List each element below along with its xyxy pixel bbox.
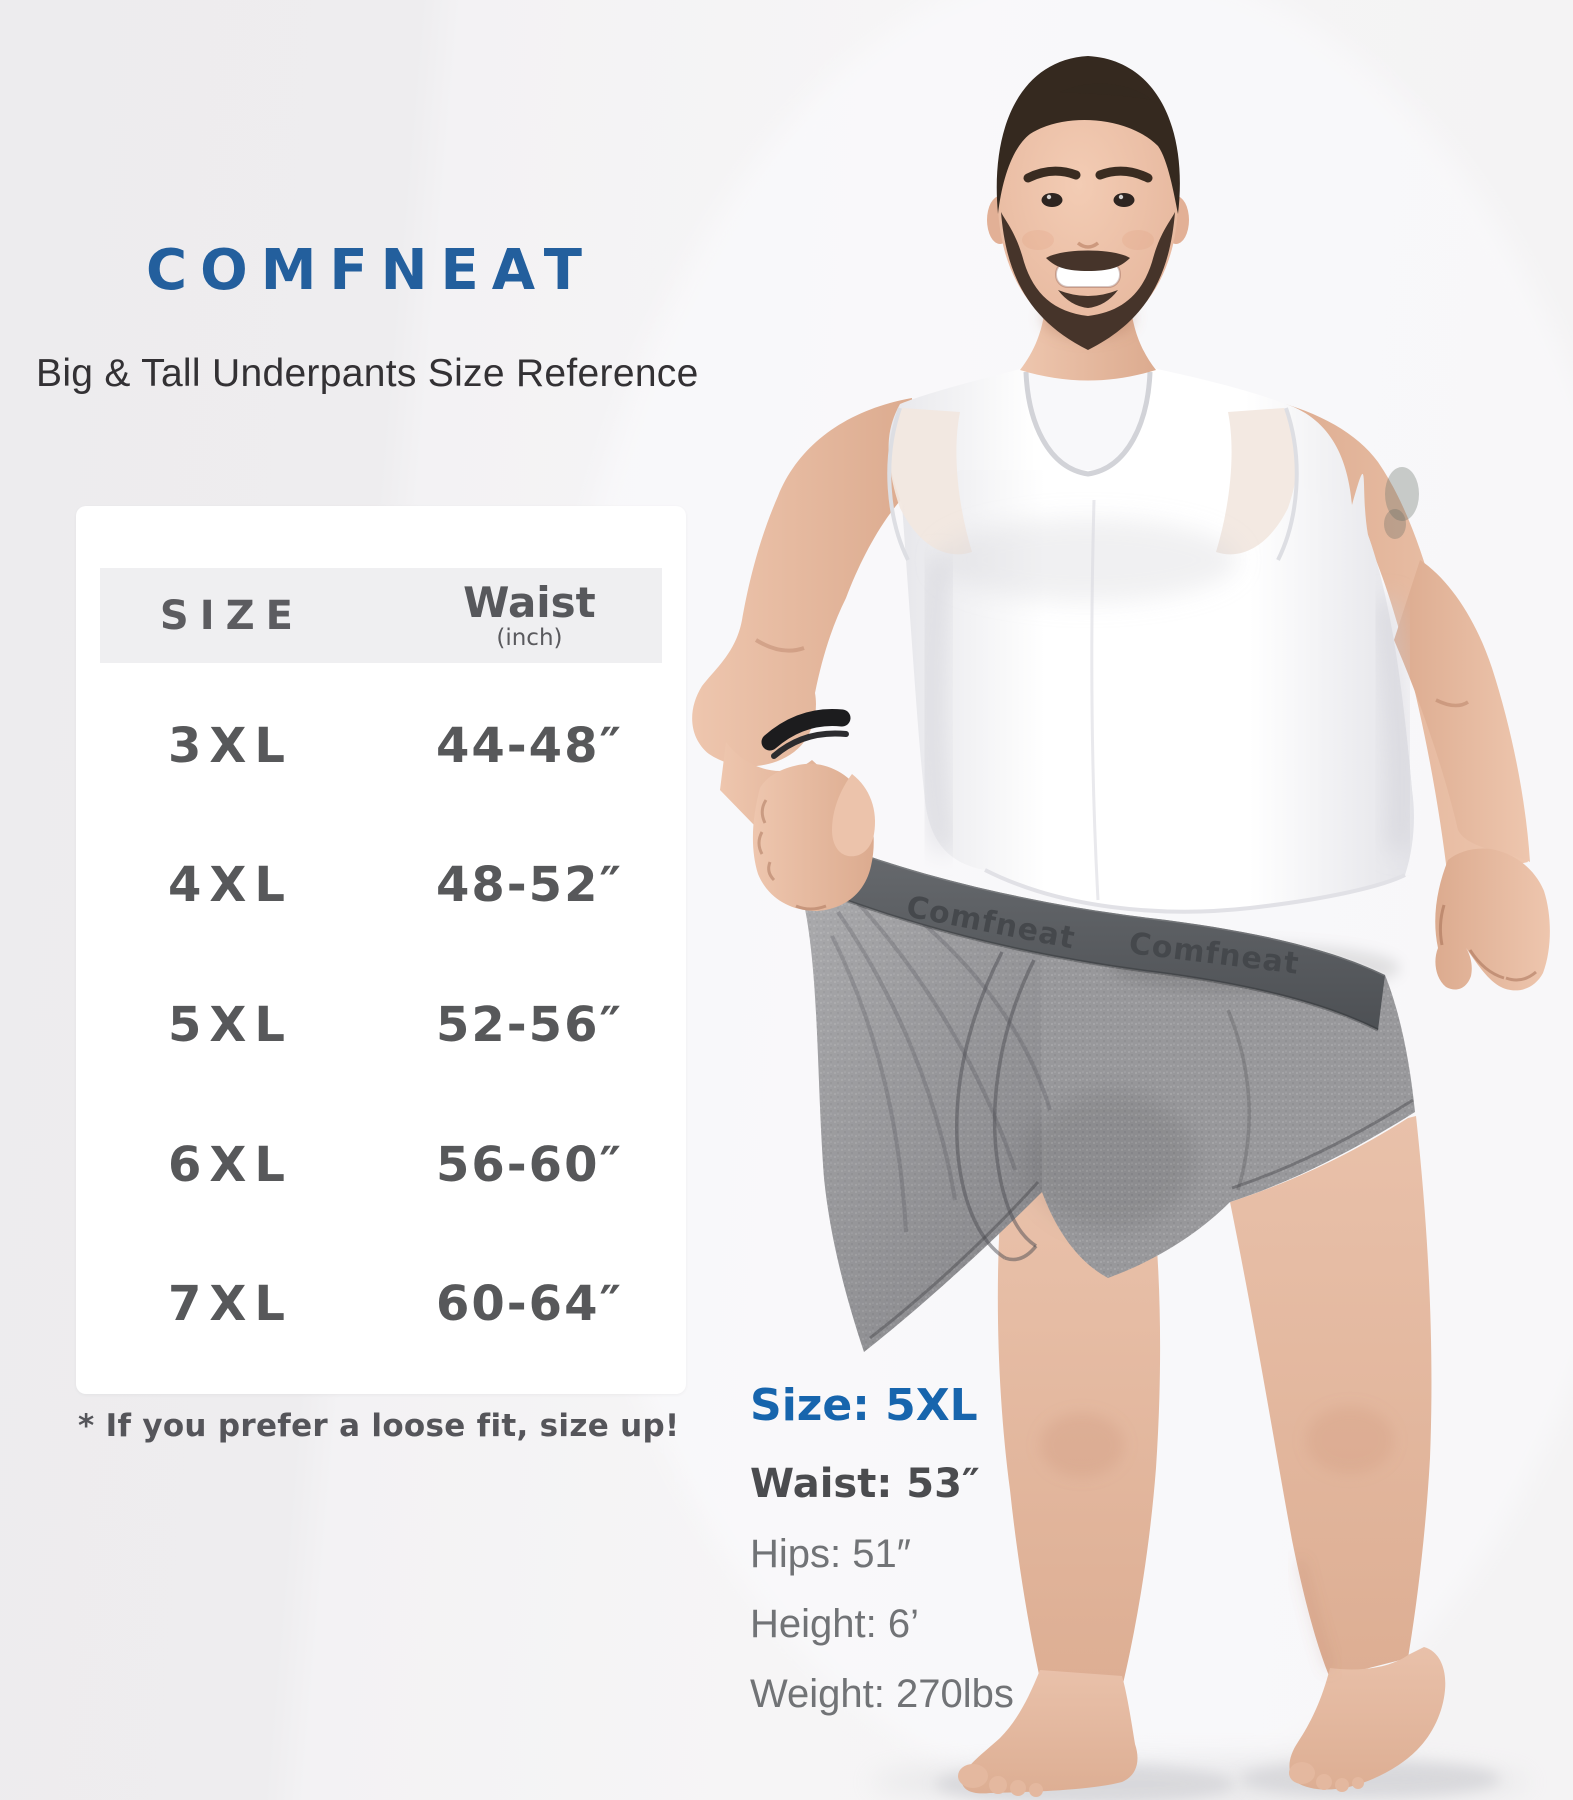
brand-logo: COMFNEAT (146, 238, 595, 303)
size-cell: 5XL (167, 996, 293, 1053)
waist-column-header: Waist (inch) (375, 577, 684, 651)
table-row: 5XL 52-56″ (100, 997, 662, 1053)
mesh-panel-left (889, 408, 972, 555)
waist-cell: 48-52″ (435, 857, 623, 914)
eyes (1041, 193, 1135, 207)
size-cell: 7XL (167, 1276, 293, 1333)
waist-cell: 60-64″ (435, 1276, 623, 1333)
model-left-arm (1262, 398, 1530, 880)
right-eyebrow (1095, 166, 1153, 183)
table-header-row: SIZE Waist (inch) (100, 568, 662, 663)
bracelet (761, 709, 851, 751)
table-row: 7XL 60-64″ (100, 1276, 662, 1332)
boxer-briefs: Comfneat Comfneat (797, 830, 1415, 1352)
size-cell: 3XL (167, 717, 293, 774)
thumb (832, 774, 876, 857)
size-cell: 6XL (167, 1136, 293, 1193)
size-column-header: SIZE (159, 592, 304, 639)
table-row: 3XL 44-48″ (100, 718, 662, 774)
model-head (987, 56, 1189, 381)
model-right-fist (752, 709, 876, 911)
waist-cell: 44-48″ (435, 717, 623, 774)
tank-top (887, 368, 1414, 914)
waist-cell: 52-56″ (435, 996, 623, 1053)
right-foot (1289, 1647, 1446, 1790)
waist-header-unit: (inch) (496, 624, 563, 651)
model-left-hand (1435, 848, 1550, 991)
size-footnote: * If you prefer a loose fit, size up! (78, 1408, 680, 1444)
stat-weight: Weight: 270lbs (750, 1672, 1014, 1716)
beard (1001, 212, 1175, 350)
stat-height: Height: 6’ (750, 1602, 919, 1646)
table-body: 3XL 44-48″ 4XL 48-52″ 5XL 52-56″ 6XL 56-… (100, 676, 662, 1374)
stat-size: Size: 5XL (750, 1380, 978, 1431)
page-title: Big & Tall Underpants Size Reference (36, 352, 699, 395)
model-legs (958, 1116, 1446, 1797)
waist-header-label: Waist (463, 577, 596, 627)
table-row: 4XL 48-52″ (100, 857, 662, 913)
table-row: 6XL 56-60″ (100, 1137, 662, 1193)
size-table-card: SIZE Waist (inch) 3XL 44-48″ 4XL 48-52″ … (76, 506, 686, 1394)
face (997, 86, 1179, 346)
waistband (798, 832, 1385, 1030)
nose (1076, 241, 1100, 249)
size-cell: 4XL (167, 857, 293, 914)
waist-cell: 56-60″ (435, 1136, 623, 1193)
stat-waist: Waist: 53″ (750, 1461, 980, 1507)
tattoo (1385, 467, 1419, 521)
model-stats: Size: 5XL Waist: 53″ Hips: 51″ Height: 6… (750, 1380, 1014, 1717)
mesh-panel-right (1216, 408, 1298, 555)
stat-hips: Hips: 51″ (750, 1532, 911, 1576)
hem-stitch (869, 1098, 1414, 1340)
mustache (1046, 250, 1130, 271)
left-eyebrow (1023, 166, 1081, 183)
fly-seam (955, 951, 1251, 1262)
left-foot (961, 1670, 1138, 1794)
